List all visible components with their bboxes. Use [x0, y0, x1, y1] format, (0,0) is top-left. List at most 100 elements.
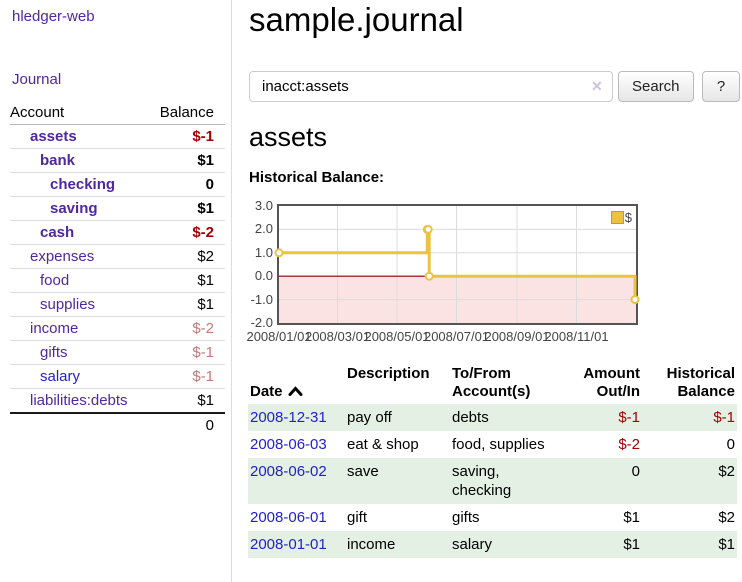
accounts-table-body: assets $-1 bank $1 checking 0 saving $1 cash $-2 e… [10, 125, 225, 413]
account-balance: $1 [148, 292, 225, 317]
account-row: bank $1 [10, 148, 225, 173]
account-name-link[interactable]: assets [30, 128, 77, 145]
account-name-link[interactable]: income [10, 316, 149, 341]
account-name-link[interactable]: salary [10, 364, 149, 389]
register-balance: $-1 [713, 409, 735, 426]
account-name-link[interactable]: supplies [10, 292, 149, 317]
register-amount: $-1 [618, 409, 640, 426]
register-row: 2008-06-03 eat & shop food, supplies $-2 0 [248, 431, 737, 458]
register-balance: $1 [718, 536, 735, 553]
sort-asc-icon [288, 386, 303, 396]
account-name-link[interactable]: cash [10, 220, 149, 245]
register-description: gift [347, 509, 368, 526]
account-balance: $-1 [148, 364, 225, 389]
help-button[interactable]: ? [702, 71, 740, 102]
col-date-label: Date [250, 383, 283, 400]
accounts-total-row: 0 [10, 412, 225, 437]
chart-y-tick-label: 3.0 [254, 198, 273, 213]
account-name-link[interactable]: bank [10, 148, 149, 173]
register-balance: $2 [718, 463, 735, 480]
account-balance: 0 [148, 172, 225, 197]
register-description: save [347, 463, 379, 480]
chart-y-tick-label: -1.0 [250, 291, 273, 307]
sidebar: hledger-web Journal Account Balance asse… [0, 0, 232, 582]
chart-plot-area: $ [274, 204, 640, 325]
accounts-header-balance: Balance [148, 101, 225, 125]
chart-x-tick-label: 2008/09/01 [484, 329, 550, 344]
clear-search-icon[interactable]: ✕ [591, 78, 603, 94]
account-title: assets [249, 122, 328, 152]
chart-x-tick-label: 2008/07/01 [423, 329, 490, 344]
register-body: 2008-12-31 pay off debts $-1 $-1 2008-06-03 ea… [248, 404, 737, 558]
register-col-description: Description [347, 365, 430, 382]
accounts-table: Account Balance assets $-1 bank $1 checking 0… [10, 101, 225, 437]
chart-x-tick-label: 2008/11/01 [544, 329, 609, 344]
account-name-link[interactable]: saving [10, 196, 149, 221]
register-balance: 0 [726, 436, 735, 453]
account-row: checking 0 [10, 172, 225, 197]
register-col-amount: Amount Out/In [583, 365, 640, 400]
account-row: supplies $1 [10, 292, 225, 317]
register-date-link[interactable]: 2008-06-02 [250, 463, 327, 480]
account-row: gifts $-1 [10, 340, 225, 365]
account-balance: $1 [148, 196, 225, 221]
register-amount: $1 [623, 536, 640, 553]
account-balance: $1 [148, 388, 225, 413]
legend-label: $ [624, 210, 632, 225]
register-header-row: Date Description To/From Account(s) Amou… [248, 362, 737, 404]
account-row: saving $1 [10, 196, 225, 221]
register-description: eat & shop [347, 436, 419, 453]
chart-title: Historical Balance: [249, 169, 385, 186]
page-title: sample.journal [249, 1, 464, 38]
register-accounts: salary [452, 536, 493, 553]
chart-y-tick-label: 1.0 [254, 244, 273, 260]
chart-canvas [274, 206, 640, 323]
account-name-link[interactable]: expenses [10, 244, 149, 269]
account-row: expenses $2 [10, 244, 225, 269]
search-input[interactable] [249, 71, 613, 102]
register-date-link[interactable]: 2008-01-01 [250, 536, 327, 553]
register-table: Date Description To/From Account(s) Amou… [248, 362, 737, 558]
account-name-link[interactable]: checking [10, 172, 149, 197]
chart-y-tick-label: -2.0 [250, 315, 273, 330]
register-row: 2008-06-02 save saving, checking 0 $2 [248, 458, 737, 504]
account-name-link[interactable]: food [10, 268, 149, 293]
register-date-link[interactable]: 2008-06-03 [250, 436, 327, 453]
account-balance: $2 [148, 244, 225, 269]
register-row: 2008-12-31 pay off debts $-1 $-1 [248, 404, 737, 431]
nav-journal-link[interactable]: Journal [12, 71, 62, 88]
account-name-link[interactable]: liabilities:debts [10, 388, 149, 413]
register-description: income [347, 536, 396, 553]
accounts-total-spacer [10, 412, 149, 437]
register-amount: 0 [631, 463, 640, 480]
register-col-date[interactable]: Date [248, 362, 345, 404]
register-date-link[interactable]: 2008-12-31 [250, 409, 327, 426]
register-date-link[interactable]: 2008-06-01 [250, 509, 327, 526]
account-name-link[interactable]: gifts [10, 340, 149, 365]
main-content: sample.journal ✕ Search ? assets Histori… [246, 0, 742, 582]
register-amount: $1 [623, 509, 640, 526]
account-row: liabilities:debts $1 [10, 388, 225, 413]
balance-chart: $ 3.0 2.0 1.0 0.0 -1.0 -2.0 2008/01/01 2008/03/… [246, 198, 668, 346]
account-balance: $-1 [192, 128, 214, 145]
accounts-total-balance: 0 [148, 412, 225, 437]
chart-y-tick-label: 2.0 [254, 221, 273, 237]
account-balance: $-2 [148, 316, 225, 341]
account-balance: $1 [148, 148, 225, 173]
register-balance: $2 [718, 509, 735, 526]
search-button[interactable]: Search [618, 71, 694, 102]
accounts-header-account: Account [10, 101, 149, 125]
register-accounts: gifts [452, 509, 480, 526]
accounts-header-row: Account Balance [10, 101, 225, 125]
register-row: 2008-06-01 gift gifts $1 $2 [248, 504, 737, 531]
register-amount: $-2 [618, 436, 640, 453]
brand-link[interactable]: hledger-web [12, 8, 95, 25]
register-col-balance: Historical Balance [666, 365, 735, 400]
account-row: income $-2 [10, 316, 225, 341]
account-row: food $1 [10, 268, 225, 293]
account-balance: $-2 [148, 220, 225, 245]
legend-swatch [610, 211, 624, 224]
register-description: pay off [347, 409, 392, 426]
account-row: assets $-1 [10, 125, 225, 149]
chart-x-tick-label: 2008/03/01 [304, 329, 371, 344]
